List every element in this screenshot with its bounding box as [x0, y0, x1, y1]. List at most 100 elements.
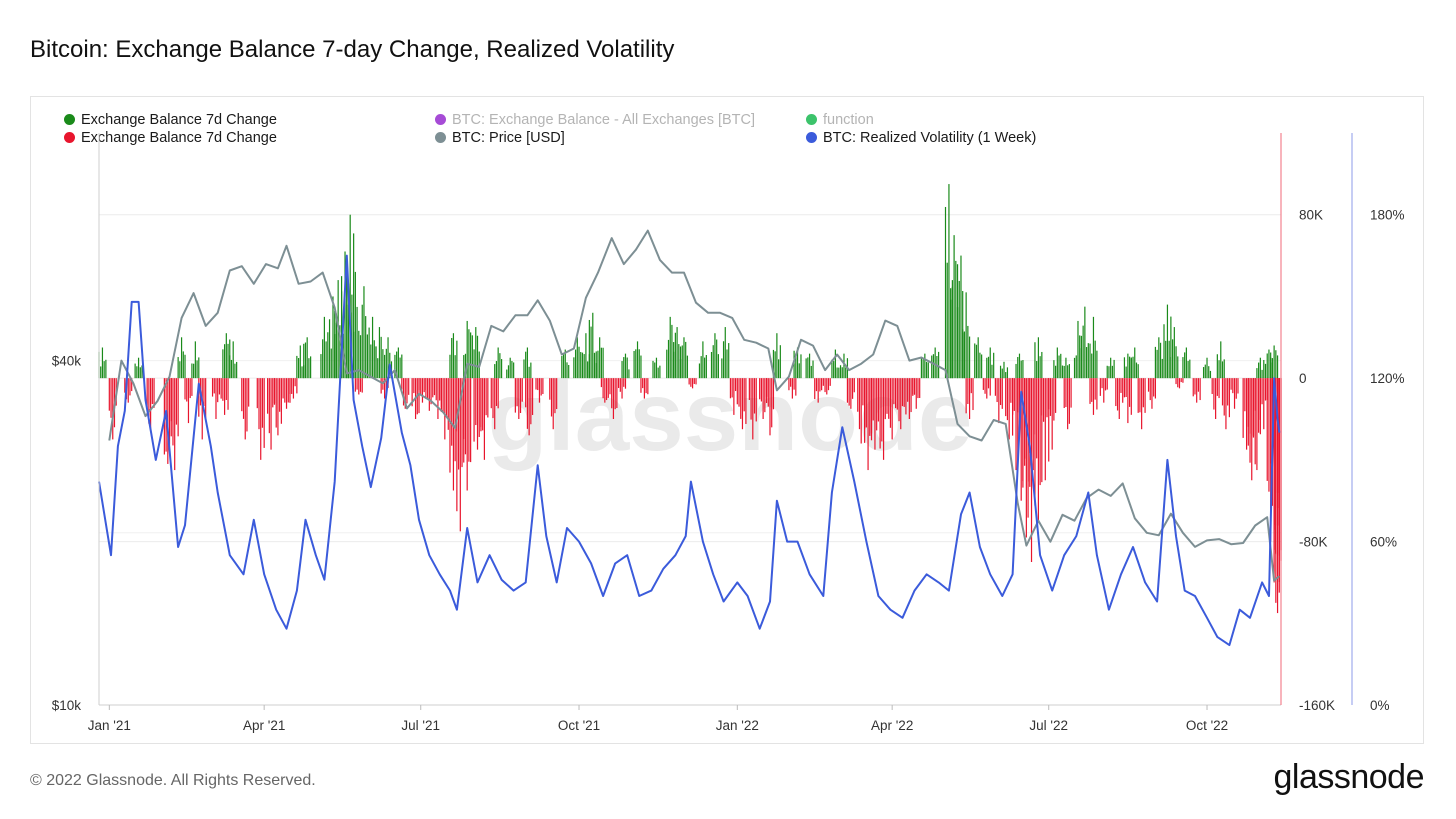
balance-change-bar	[728, 343, 730, 379]
balance-change-bar	[970, 378, 972, 394]
balance-change-bar	[645, 378, 647, 394]
volatility-tick-label: 180%	[1370, 208, 1405, 223]
balance-change-bar	[827, 378, 830, 391]
balance-change-bar	[1270, 378, 1272, 464]
balance-change-bar	[1175, 346, 1177, 379]
balance-change-bar	[685, 341, 687, 379]
balance-change-bar	[1247, 378, 1249, 446]
balance-change-bar	[258, 378, 260, 430]
balance-change-bar	[308, 358, 310, 379]
legend-item-balance-change-green[interactable]: Exchange Balance 7d Change	[64, 111, 277, 129]
balance-change-bar	[1041, 378, 1043, 416]
legend-item-realized-volatility[interactable]: BTC: Realized Volatility (1 Week)	[806, 129, 1036, 147]
balance-change-bar	[378, 327, 381, 379]
balance-change-bar	[380, 336, 382, 379]
balance-change-bar	[514, 378, 516, 413]
balance-change-bar	[1122, 378, 1124, 403]
balance-change-bar	[791, 378, 793, 399]
balance-change-bar	[618, 378, 620, 389]
balance-change-bar	[593, 352, 596, 379]
balance-change-bar	[1025, 378, 1027, 538]
balance-change-bar	[1128, 378, 1131, 407]
balance-change-bar	[1091, 378, 1093, 402]
balance-change-bar	[294, 378, 296, 387]
balance-change-bar	[864, 378, 866, 443]
balance-change-bar	[858, 378, 861, 430]
balance-change-bar	[944, 206, 947, 379]
balance-change-bar	[655, 357, 658, 379]
balance-change-bar	[568, 364, 570, 379]
balance-change-bar	[1103, 378, 1105, 403]
balance-change-bar	[452, 333, 455, 379]
balance-change-bar	[752, 378, 754, 440]
balance-change-bar	[1137, 378, 1139, 413]
balance-change-bar	[750, 378, 752, 420]
balance-change-bar	[464, 353, 467, 379]
balance-change-bar	[1225, 378, 1227, 430]
balance-change-bar	[834, 349, 836, 379]
legend-item-balance-change-red[interactable]: Exchange Balance 7d Change	[64, 129, 277, 147]
balance-change-bar	[884, 378, 886, 420]
balance-change-bar	[1189, 359, 1191, 379]
balance-change-bar	[1256, 378, 1258, 471]
balance-change-bar	[1259, 378, 1261, 420]
balance-change-bar	[1178, 378, 1181, 389]
balance-change-bar	[432, 378, 434, 398]
balance-change-bar	[1232, 378, 1234, 394]
balance-change-bar	[1085, 347, 1088, 379]
balance-change-bar	[1082, 325, 1084, 379]
balance-change-bar	[1204, 364, 1206, 379]
balance-change-bar	[480, 378, 482, 428]
legend-dot-icon	[435, 114, 446, 125]
balance-change-bar	[652, 360, 654, 379]
balance-change-bar	[263, 378, 265, 448]
balance-change-bar	[1209, 370, 1212, 379]
balance-change-bar	[227, 378, 229, 410]
balance-change-bar	[526, 378, 529, 429]
balance-change-bar	[683, 337, 685, 379]
balance-change-bar	[705, 355, 707, 379]
balance-change-bar	[304, 342, 307, 379]
balance-change-bar	[814, 378, 816, 400]
legend-item-exchange-balance[interactable]: BTC: Exchange Balance - All Exchanges [B…	[435, 111, 755, 129]
balance-change-bar	[1180, 378, 1182, 383]
balance-change-bar	[1268, 349, 1270, 379]
balance-change-bar	[907, 378, 909, 402]
balance-change-bar	[470, 378, 472, 463]
balance-change-bar	[1067, 365, 1069, 379]
balance-change-bar	[588, 319, 590, 379]
balance-change-bar	[936, 356, 938, 379]
balance-change-bar	[1149, 378, 1151, 401]
balance-change-bar	[633, 350, 635, 379]
balance-change-bar	[323, 316, 325, 379]
balance-change-bar	[623, 357, 625, 379]
balance-change-bar	[1092, 378, 1095, 415]
balance-change-bar	[807, 357, 809, 379]
balance-change-bar	[449, 378, 451, 473]
balance-change-bar	[776, 333, 778, 379]
balance-change-bar	[148, 378, 150, 424]
balance-change-bar	[640, 355, 642, 379]
balance-change-bar	[790, 378, 792, 387]
balance-change-bar	[726, 349, 728, 379]
balance-change-bar	[1006, 367, 1009, 379]
balance-change-bar	[800, 354, 802, 379]
balance-change-bar	[222, 378, 224, 401]
balance-change-bar	[635, 349, 637, 379]
balance-change-bar	[198, 357, 200, 379]
legend-item-function[interactable]: function	[806, 111, 874, 129]
balance-change-bar	[1029, 378, 1031, 454]
balance-change-bar	[270, 378, 272, 450]
legend-item-price[interactable]: BTC: Price [USD]	[435, 129, 565, 147]
balance-change-bar	[779, 345, 781, 379]
balance-change-bar	[454, 355, 456, 379]
balance-change-bar	[384, 378, 386, 399]
balance-change-bar	[351, 294, 353, 379]
balance-change-bar	[599, 337, 601, 379]
balance-change-bar	[1261, 378, 1263, 405]
balance-change-bar	[1144, 378, 1146, 413]
balance-change-bar	[958, 280, 960, 379]
balance-change-bar	[110, 378, 112, 418]
balance-change-bar	[478, 378, 480, 437]
